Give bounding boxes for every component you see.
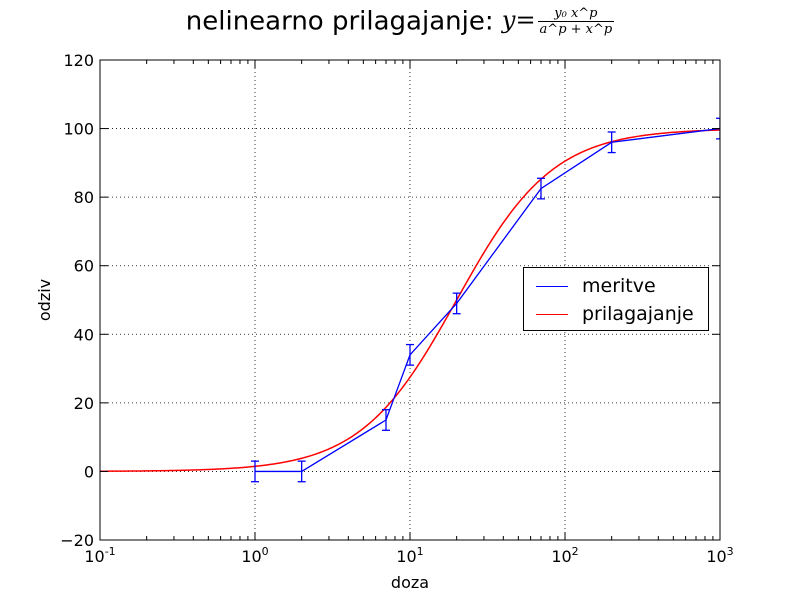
errorbar-meritve	[607, 131, 616, 154]
errorbar-meritve	[297, 460, 306, 483]
chart-title: nelinearno prilagajanje: y= y₀ x^p a^p + x…	[0, 6, 800, 37]
legend-item-meritve: meritve	[536, 275, 656, 297]
formula-numerator: y₀ x^p	[537, 6, 615, 22]
y-tick-label: 100	[63, 120, 94, 139]
formula-denominator: a^p + x^p	[539, 22, 613, 37]
legend: meritve prilagajanje	[523, 267, 709, 331]
formula-lhs: y	[501, 6, 516, 34]
x-axis-label: doza	[391, 573, 429, 592]
legend-item-prilagajanje: prilagajanje	[536, 303, 694, 325]
y-tick-label: 0	[84, 462, 94, 481]
y-tick-label: 60	[74, 257, 94, 276]
y-tick-label: 20	[74, 394, 94, 413]
title-formula: y= y₀ x^p a^p + x^p	[501, 6, 615, 37]
y-tick-label: 120	[63, 51, 94, 70]
series-group	[100, 117, 720, 483]
errorbar-meritve	[716, 117, 720, 140]
legend-swatch-meritve	[536, 285, 568, 287]
y-tick-label: 40	[74, 325, 94, 344]
series-meritve-line	[255, 127, 720, 473]
x-tick-label: 103	[706, 545, 733, 566]
errorbar-meritve	[251, 460, 259, 483]
errorbar-meritve	[536, 177, 545, 200]
legend-label-prilagajanje: prilagajanje	[582, 303, 694, 325]
y-tick-label: 80	[74, 188, 94, 207]
legend-swatch-prilagajanje	[536, 313, 568, 315]
formula-fraction: y₀ x^p a^p + x^p	[537, 6, 615, 37]
x-tick-label: 100	[241, 545, 268, 566]
formula-eq: =	[515, 6, 536, 34]
x-tick-label: 102	[551, 545, 578, 566]
chart-title-text: nelinearno prilagajanje:	[185, 6, 494, 37]
errorbar-meritve	[406, 343, 414, 366]
x-tick-label: 10-1	[84, 545, 115, 566]
errorbar-meritve	[381, 409, 390, 431]
x-tick-label: 101	[396, 545, 423, 566]
series-prilagajanje-curve	[100, 129, 720, 472]
y-axis-label: odziv	[35, 279, 54, 321]
y-tick-label: −20	[60, 531, 94, 550]
legend-label-meritve: meritve	[582, 275, 656, 297]
errorbar-meritve	[452, 292, 461, 315]
